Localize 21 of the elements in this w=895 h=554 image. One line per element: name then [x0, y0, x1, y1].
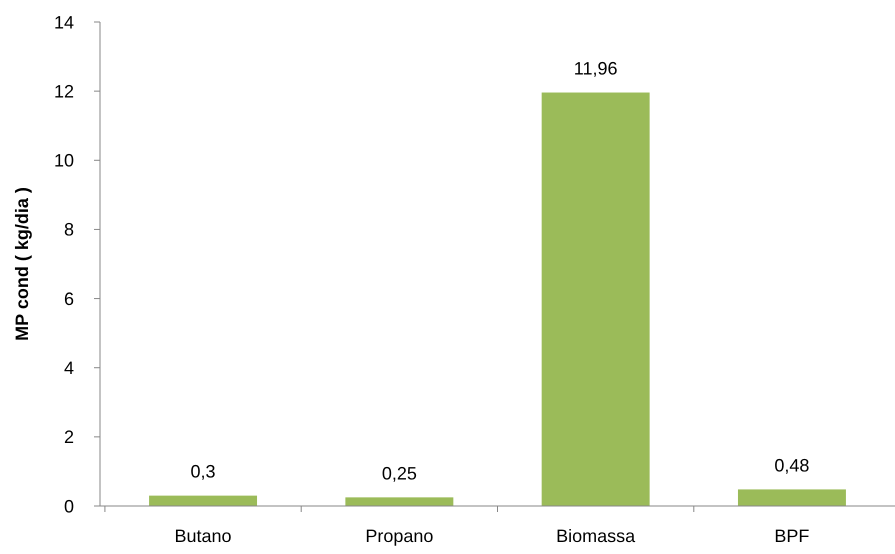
data-label: 0,3	[190, 462, 216, 482]
x-tick-label: BPF	[774, 526, 810, 546]
y-tick-label: 0	[64, 496, 74, 516]
bar	[345, 497, 454, 506]
y-tick-label: 2	[64, 427, 74, 448]
y-tick-label: 4	[64, 358, 74, 378]
bar	[149, 496, 258, 506]
y-tick-label: 6	[64, 288, 74, 309]
data-label: 11,96	[574, 58, 618, 79]
bar	[542, 92, 650, 506]
data-label: 0,25	[382, 463, 417, 484]
x-tick-label: Biomassa	[556, 526, 636, 546]
y-tick-label: 8	[64, 220, 74, 240]
y-tick-label: 12	[54, 81, 74, 102]
y-tick-label: 14	[54, 12, 74, 32]
y-tick-label: 10	[54, 150, 74, 171]
x-tick-label: Butano	[174, 526, 232, 546]
bar	[738, 489, 846, 506]
data-label: 0,48	[774, 455, 810, 476]
y-axis-title: MP cond ( kg/dia )	[12, 187, 32, 341]
x-tick-label: Propano	[365, 526, 434, 546]
